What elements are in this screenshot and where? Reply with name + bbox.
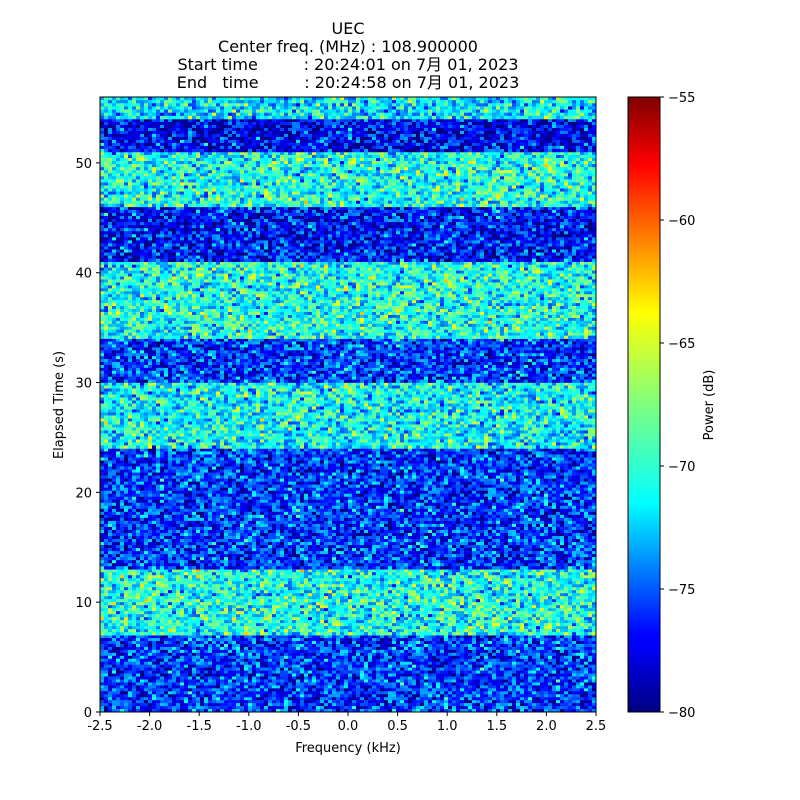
colorbar-tick-label: −60 — [668, 214, 695, 229]
y-tick-label: 40 — [75, 267, 92, 282]
x-tick-label: -2.5 — [87, 719, 112, 734]
colorbar-label: Power (dB) — [702, 370, 717, 441]
y-tick-label: 0 — [84, 706, 92, 721]
colorbar-tick-label: −55 — [668, 91, 695, 106]
x-tick-label: 0.0 — [338, 719, 359, 734]
colorbar-tick-label: −70 — [668, 460, 695, 475]
time-band-5 — [100, 262, 596, 339]
spectrogram-plot-area — [100, 97, 596, 712]
y-tick-label: 20 — [75, 486, 92, 501]
time-band-9 — [100, 97, 596, 119]
x-tick-label: -0.5 — [286, 719, 311, 734]
colorbar — [628, 97, 660, 712]
colorbar-ticks: −80 −75 −70 −65 −60 −55 — [660, 91, 695, 721]
x-tick-label: 1.5 — [486, 719, 507, 734]
colorbar-tick-label: −80 — [668, 706, 695, 721]
time-band-6 — [100, 207, 596, 262]
time-band-3 — [100, 383, 596, 449]
y-tick-label: 30 — [75, 377, 92, 392]
time-band-7 — [100, 152, 596, 207]
time-band-4 — [100, 339, 596, 383]
x-tick-label: -1.0 — [236, 719, 261, 734]
x-tick-label: 2.5 — [586, 719, 607, 734]
x-axis-label: Frequency (kHz) — [295, 741, 401, 756]
time-band-8 — [100, 119, 596, 152]
y-tick-label: 50 — [75, 157, 92, 172]
x-tick-label: -2.0 — [137, 719, 162, 734]
x-axis-ticks: -2.5 -2.0 -1.5 -1.0 -0.5 0.0 0.5 1.0 1.5 2.0 2.5 — [87, 712, 606, 734]
y-tick-label: 10 — [75, 596, 92, 611]
time-band-2 — [100, 448, 596, 569]
time-band-0 — [100, 635, 596, 712]
x-tick-label: 0.5 — [387, 719, 408, 734]
y-axis-label: Elapsed Time (s) — [52, 351, 67, 459]
colorbar-tick-label: −65 — [668, 337, 695, 352]
x-tick-label: -1.5 — [187, 719, 212, 734]
time-band-1 — [100, 569, 596, 635]
y-axis-ticks: 0 10 20 30 40 50 — [75, 157, 100, 721]
colorbar-tick-label: −75 — [668, 583, 695, 598]
x-tick-label: 2.0 — [536, 719, 557, 734]
x-tick-label: 1.0 — [437, 719, 458, 734]
